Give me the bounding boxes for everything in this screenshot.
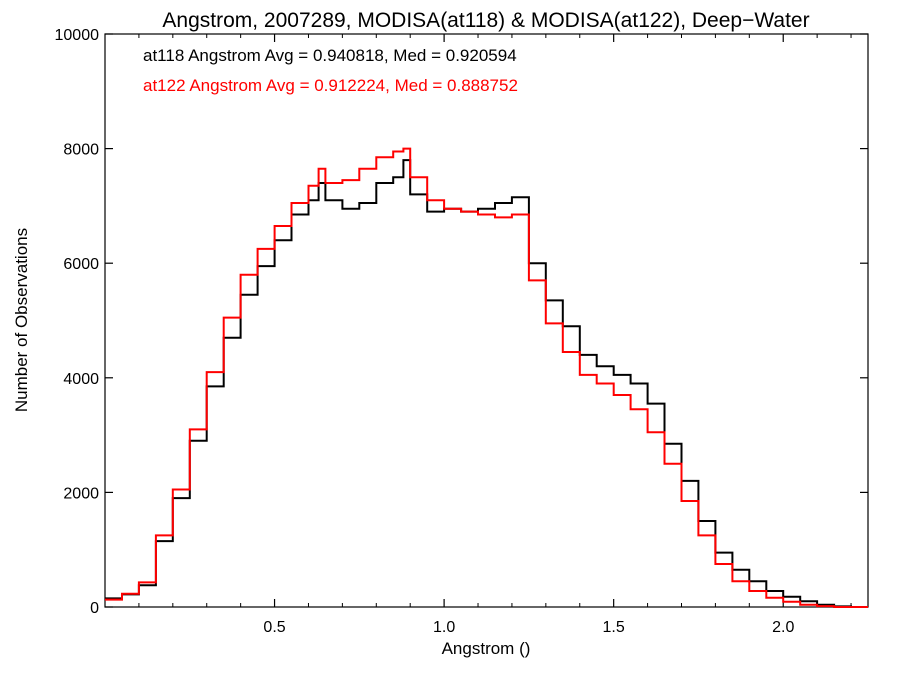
legend: at118 Angstrom Avg = 0.940818, Med = 0.9… [143,46,518,95]
chart-title: Angstrom, 2007289, MODISA(at118) & MODIS… [162,9,809,32]
y-axis: 0 2000 4000 6000 8000 10000 [55,27,868,617]
x-tick-label: 0.5 [263,619,285,636]
series-line-at118 [105,159,868,608]
x-tick-label: 1.0 [433,619,455,636]
y-tick-label: 4000 [63,371,99,388]
y-axis-label: Number of Observations [12,228,31,412]
legend-entry-at118: at118 Angstrom Avg = 0.940818, Med = 0.9… [143,46,517,65]
y-tick-label: 10000 [55,27,100,44]
y-tick-label: 2000 [63,485,99,502]
x-tick-label: 1.5 [603,619,625,636]
x-tick-label: 2.0 [772,619,794,636]
plot-frame [104,33,869,608]
legend-entry-at122: at122 Angstrom Avg = 0.912224, Med = 0.8… [143,76,518,95]
y-tick-label: 8000 [63,142,99,159]
x-axis-label: Angstrom () [442,639,531,658]
x-axis: 0.5 1.0 1.5 2.0 [138,34,852,636]
y-tick-label: 6000 [63,256,99,273]
series-layer [105,147,868,608]
series-line-at122 [105,147,868,608]
y-tick-label: 0 [90,600,99,617]
